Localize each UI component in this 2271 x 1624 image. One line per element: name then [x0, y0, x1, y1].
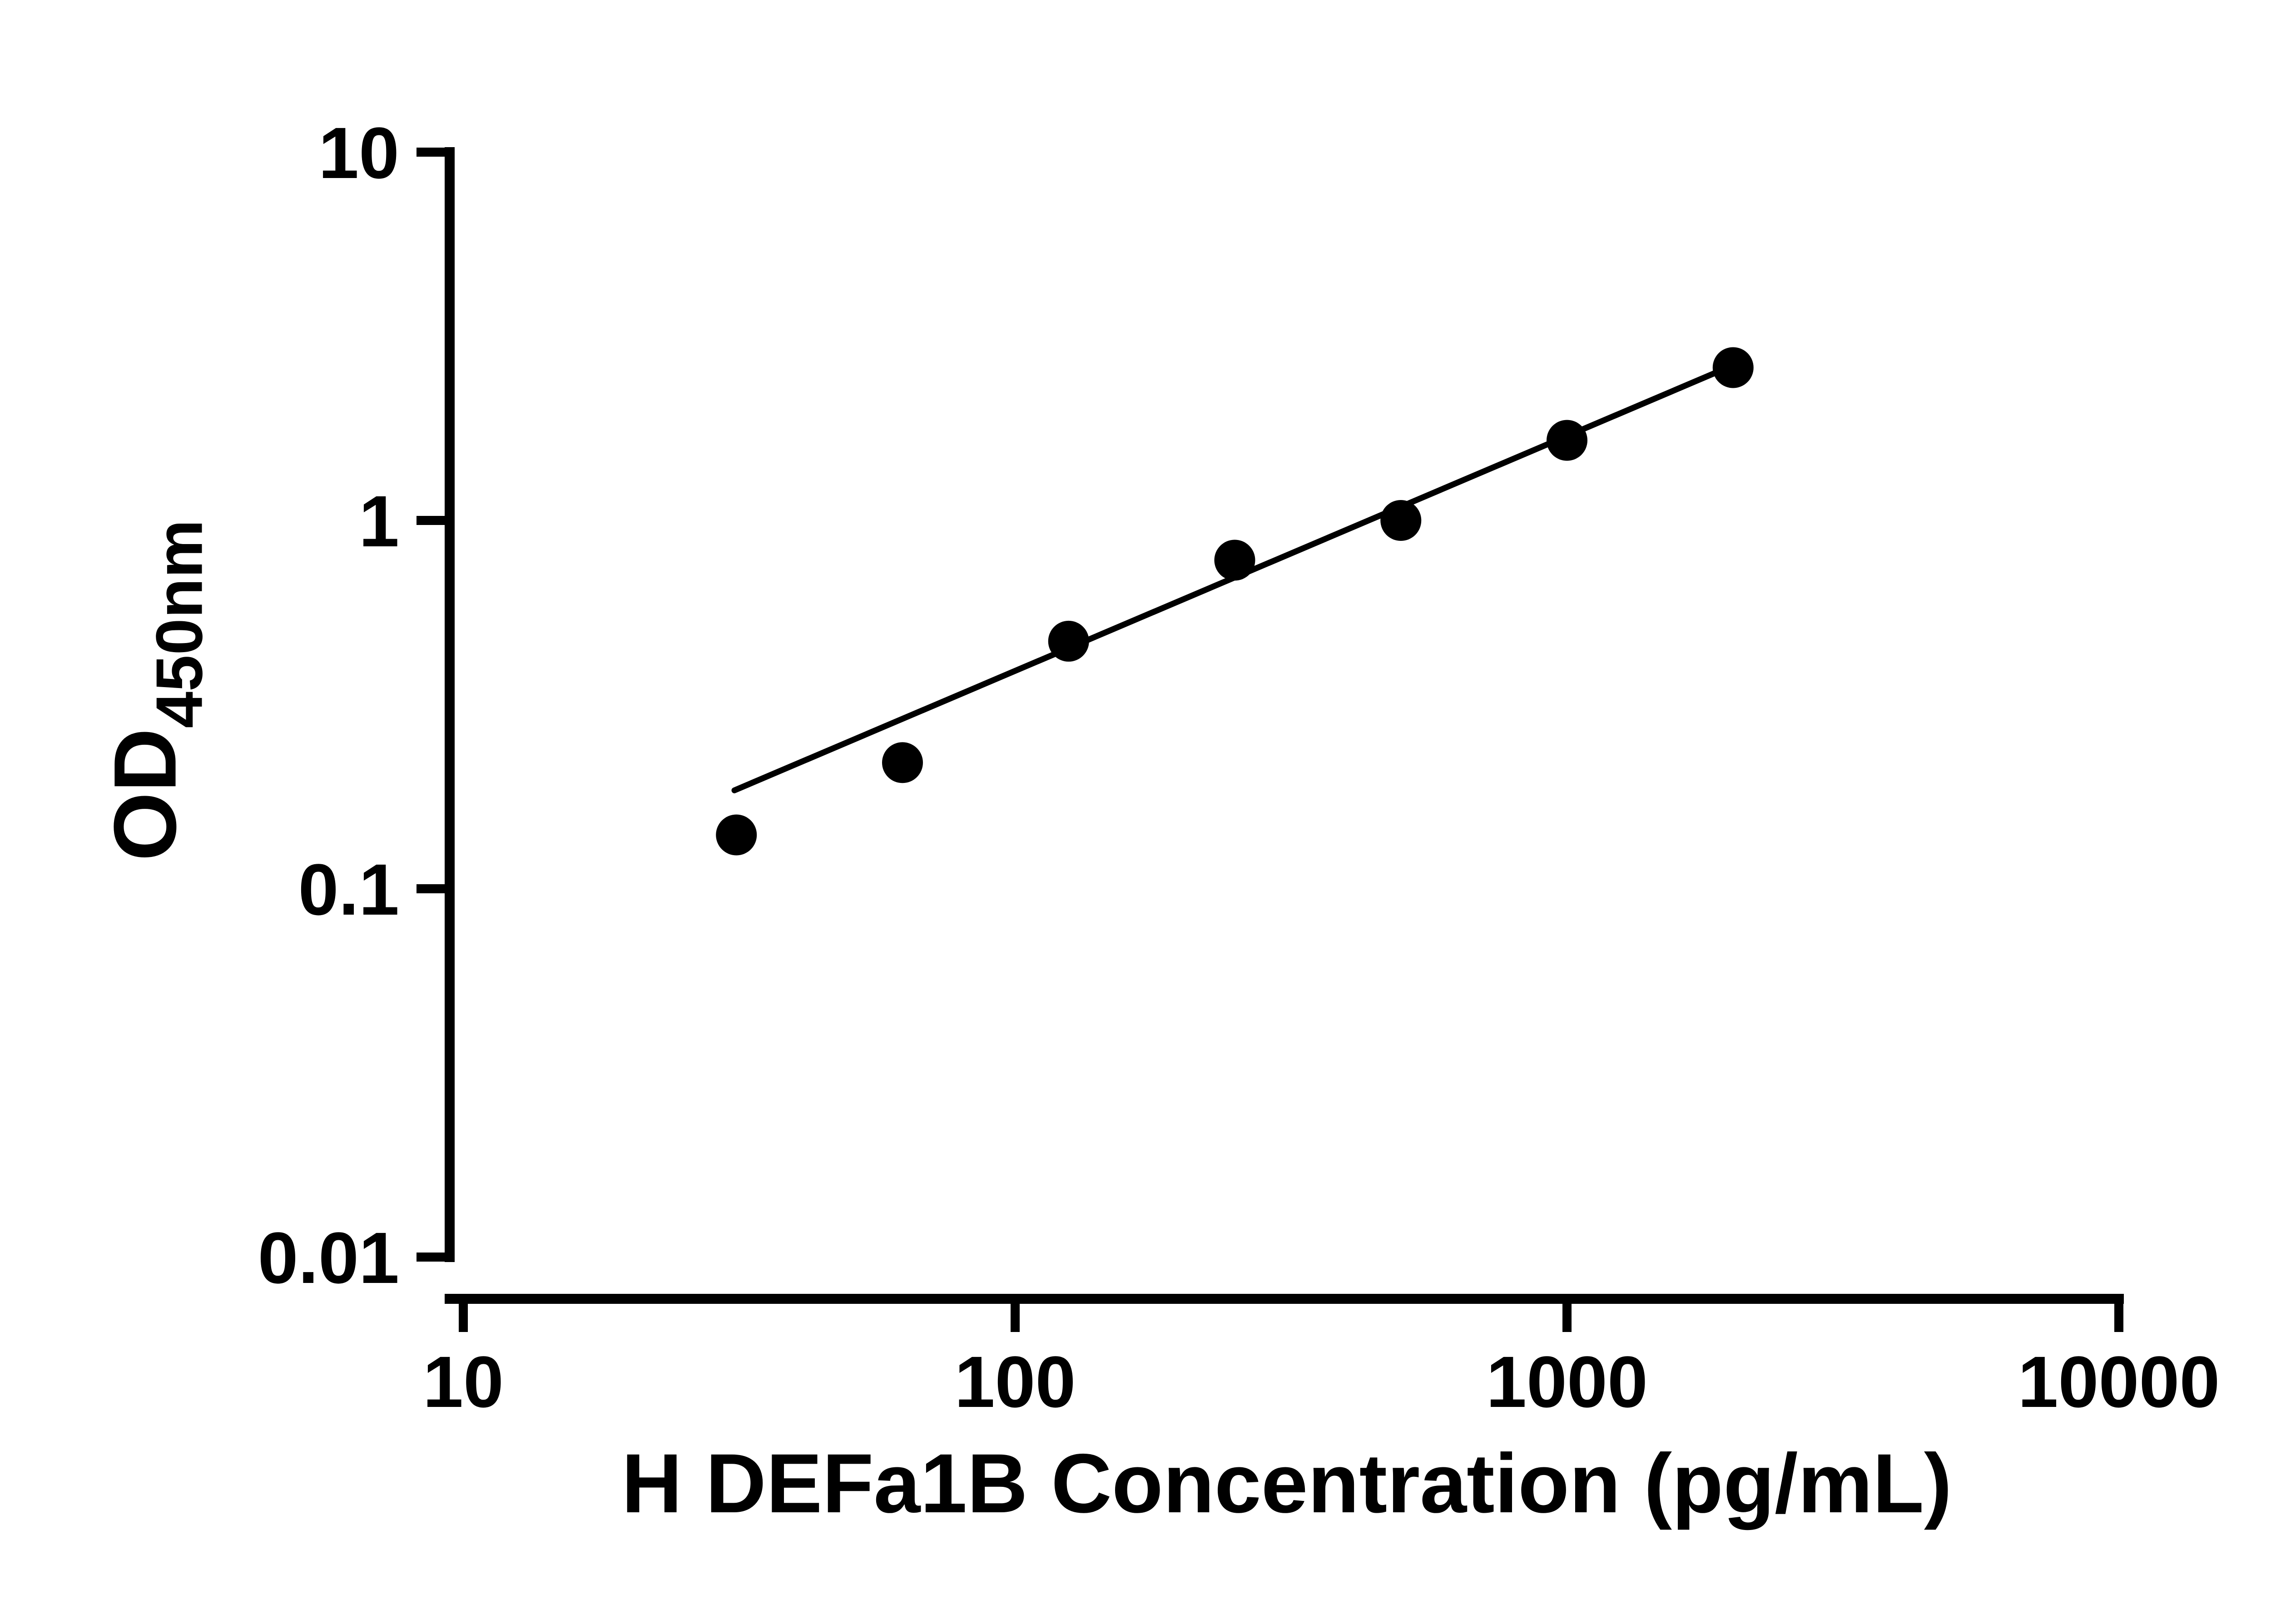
data-point	[1214, 540, 1255, 581]
y-tick-label: 0.1	[298, 849, 399, 930]
y-axis-title: OD450nm	[96, 520, 216, 861]
data-point	[882, 742, 923, 783]
y-axis-title-subscript: 450nm	[142, 520, 216, 728]
data-point	[716, 814, 757, 856]
y-axis-title-text: OD	[95, 728, 195, 861]
x-axis-title: H DEFa1B Concentration (pg/mL)	[621, 1437, 1952, 1530]
data-point	[1048, 620, 1089, 662]
x-tick-label: 1000	[1486, 1341, 1648, 1422]
x-tick-label: 100	[955, 1341, 1076, 1422]
y-tick-label: 0.01	[258, 1217, 399, 1298]
x-tick-label: 10	[423, 1341, 504, 1422]
data-point	[1712, 347, 1754, 388]
data-point	[1380, 500, 1422, 541]
y-tick-label: 1	[359, 480, 399, 562]
x-tick-label: 10000	[2018, 1341, 2220, 1422]
data-point	[1547, 420, 1587, 461]
y-tick-label: 10	[318, 112, 399, 193]
